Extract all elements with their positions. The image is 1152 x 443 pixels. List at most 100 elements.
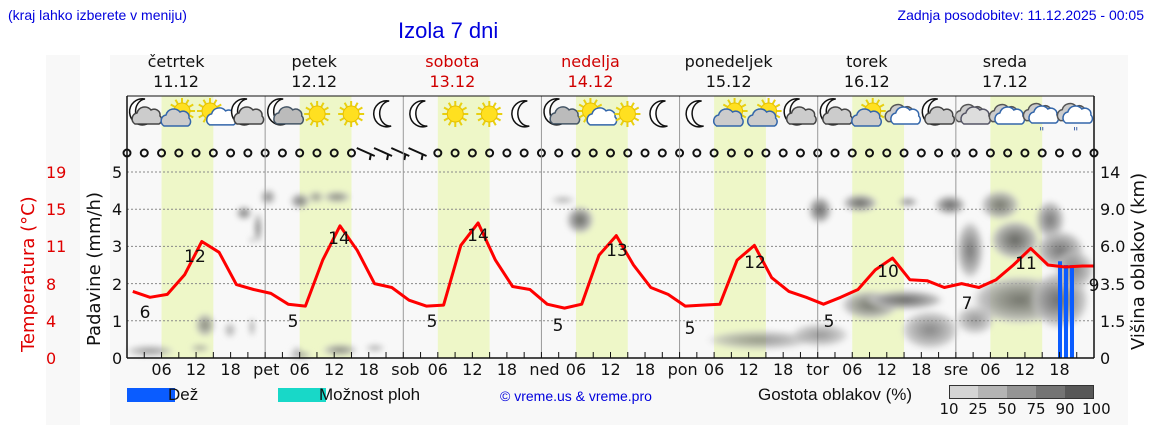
x-tick: sre: [943, 360, 969, 379]
location-hint-link[interactable]: (kraj lahko izberete v meniju): [8, 7, 187, 23]
cloud-height-tick: 14: [1100, 163, 1121, 182]
x-tick: 18: [1049, 360, 1070, 379]
moon-icon: [649, 100, 668, 128]
svg-text:5: 5: [288, 312, 299, 332]
temperature-labels: 1214141312101165555579: [140, 226, 1100, 339]
copyright-link[interactable]: © vreme.us & vreme.pro: [500, 388, 652, 404]
cloud-density-blobs: [125, 189, 1095, 359]
wind-row: [122, 147, 1099, 161]
svg-text:6: 6: [140, 303, 151, 323]
x-tick: 06: [842, 360, 863, 379]
x-tick: tor: [806, 360, 830, 379]
svg-text:5: 5: [553, 316, 564, 336]
temperature-tick: 11: [46, 237, 67, 257]
x-tick: 12: [462, 360, 483, 379]
precip-tick: 1: [112, 311, 123, 331]
svg-text:14: 14: [467, 226, 489, 246]
x-tick: 18: [358, 360, 379, 379]
cloud-drizzle-icon: ": [1056, 102, 1094, 139]
sun-icon: [442, 101, 469, 127]
rain-legend-swatch: [127, 388, 175, 402]
sun-icon: [304, 101, 331, 127]
rain-legend-label: Dež: [168, 385, 199, 404]
density-swatch: [978, 385, 1007, 399]
day-date: 13.12: [429, 72, 476, 91]
storm-legend-swatch: [278, 388, 326, 402]
x-tick: 18: [634, 360, 656, 379]
svg-text:14: 14: [328, 229, 350, 249]
precip-tick: 0: [112, 349, 123, 368]
cloud-height-tick: 9.0: [1100, 200, 1126, 220]
svg-text:13: 13: [606, 241, 628, 261]
density-swatch: [949, 385, 978, 399]
precip-tick: 2: [112, 274, 123, 294]
sun-cloud-icon: [160, 98, 195, 127]
x-tick: 18: [496, 360, 518, 379]
storm-legend-label: Možnost ploh: [319, 385, 421, 404]
plot-frame: [126, 95, 1095, 359]
x-tick: 18: [220, 360, 241, 379]
sun-cloud-icon: [747, 98, 782, 127]
cloud-height-tick: 6.0: [1100, 237, 1126, 257]
cloud-height-tick: 1.5: [1100, 311, 1126, 331]
cloud-drizzle-icon: ": [1022, 102, 1060, 139]
temperature-tick: 4: [46, 311, 57, 331]
temperature-tick: 0: [46, 349, 57, 368]
day-name: ponedeljek: [684, 52, 773, 71]
svg-text:5: 5: [685, 319, 696, 339]
x-tick: 06: [427, 360, 448, 379]
moon-cloud-icon: [128, 98, 163, 126]
density-tick: 50: [997, 400, 1017, 418]
cloud-icon: [884, 103, 921, 125]
day-name: torek: [846, 52, 888, 71]
svg-text:10: 10: [877, 262, 899, 282]
x-tick: 12: [600, 360, 621, 379]
sun-icon: [614, 101, 641, 127]
daytime-shading: [161, 96, 1043, 358]
moon-cloud-icon: [819, 98, 853, 126]
x-tick: 18: [911, 360, 932, 379]
moon-icon: [373, 100, 392, 128]
svg-text:12: 12: [744, 253, 766, 273]
density-tick: 100: [1082, 400, 1111, 418]
day-name: četrtek: [147, 52, 205, 71]
x-tick: pet: [253, 360, 280, 379]
x-tick: 06: [980, 360, 1001, 379]
moon-cloud-small-icon: [267, 98, 305, 126]
cloud-height-tick: 3.5: [1100, 274, 1126, 294]
density-tick: 75: [1026, 400, 1046, 418]
temperature-tick: 15: [46, 200, 67, 220]
temperature-tick: 19: [46, 163, 67, 182]
density-swatch: [1007, 385, 1036, 399]
x-tick: 12: [324, 360, 345, 379]
day-date: 11.12: [153, 72, 199, 91]
svg-text:": ": [1073, 125, 1079, 139]
last-update-text: Zadnja posodobitev: 11.12.2025 - 00:05: [897, 7, 1144, 23]
day-date: 15.12: [705, 72, 752, 91]
x-tick: 12: [876, 360, 897, 379]
day-date: 16.12: [843, 72, 890, 91]
moon-cloud-small-icon: [543, 98, 581, 126]
day-date: 14.12: [567, 72, 614, 91]
x-tick: 06: [289, 360, 310, 379]
temperature-line: [132, 221, 1094, 310]
moon-cloud-icon: [921, 98, 955, 126]
page-title: Izola 7 dni: [398, 18, 499, 43]
sun-icon: [476, 101, 503, 127]
density-tick: 25: [968, 400, 988, 418]
precip-tick: 4: [112, 200, 123, 220]
moon-cloud-icon: [783, 98, 817, 126]
weather-icon-row: " ": [128, 98, 1094, 139]
temperature-tick: 8: [46, 274, 57, 294]
x-tick: pon: [667, 360, 698, 379]
svg-text:5: 5: [824, 312, 835, 332]
temperature-axis-panel: [46, 55, 80, 425]
cloud-icon: [988, 103, 1026, 125]
rain-bars: [1058, 261, 1074, 358]
moon-icon: [409, 100, 428, 128]
x-tick: sob: [391, 360, 420, 379]
svg-text:11: 11: [1015, 254, 1037, 274]
x-tick: ned: [529, 360, 560, 379]
svg-text:5: 5: [427, 312, 438, 332]
